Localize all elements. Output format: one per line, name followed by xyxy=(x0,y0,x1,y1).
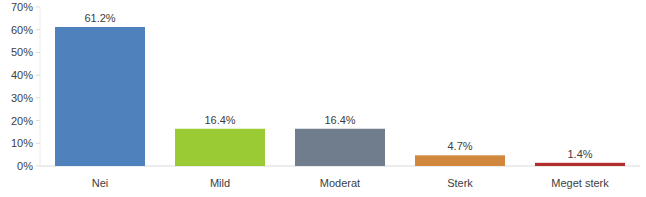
x-tick-label: Nei xyxy=(92,177,109,189)
y-tick xyxy=(36,7,40,8)
data-labels: 61.2% 16.4% 16.4% 4.7% 1.4% xyxy=(84,12,592,160)
x-tick-label: Meget sterk xyxy=(551,177,609,189)
x-tick-label: Sterk xyxy=(447,177,473,189)
y-tick-label: 60% xyxy=(11,24,33,36)
x-tick-label: Mild xyxy=(210,177,230,189)
y-tick-label: 40% xyxy=(11,69,33,81)
y-tick-label: 20% xyxy=(11,115,33,127)
y-tick xyxy=(36,75,40,76)
bars xyxy=(55,27,625,166)
data-label: 16.4% xyxy=(324,114,355,126)
bar xyxy=(535,163,625,166)
y-tick xyxy=(36,52,40,53)
y-tick-label: 10% xyxy=(11,137,33,149)
x-tick-label: Moderat xyxy=(320,177,360,189)
chart: 0% 10% 20% 30% 40% 50% 60% 70% 61.2% 16.4% 16.4% 4.… xyxy=(0,0,646,197)
y-tick xyxy=(36,97,40,98)
bar xyxy=(415,155,505,166)
bar xyxy=(175,129,265,166)
bar xyxy=(295,129,385,166)
y-tick-label: 30% xyxy=(11,92,33,104)
y-tick xyxy=(36,166,40,167)
x-axis: Nei Mild Moderat Sterk Meget sterk xyxy=(92,177,609,189)
bar xyxy=(55,27,145,166)
y-tick-label: 70% xyxy=(11,1,33,13)
data-label: 61.2% xyxy=(84,12,115,24)
y-tick xyxy=(36,120,40,121)
y-axis-line xyxy=(40,7,41,166)
y-tick-label: 0% xyxy=(17,160,33,172)
data-label: 16.4% xyxy=(204,114,235,126)
data-label: 1.4% xyxy=(567,148,592,160)
data-label: 4.7% xyxy=(447,140,472,152)
y-axis: 0% 10% 20% 30% 40% 50% 60% 70% xyxy=(11,1,40,172)
y-tick xyxy=(36,143,40,144)
y-tick xyxy=(36,29,40,30)
y-tick-label: 50% xyxy=(11,46,33,58)
